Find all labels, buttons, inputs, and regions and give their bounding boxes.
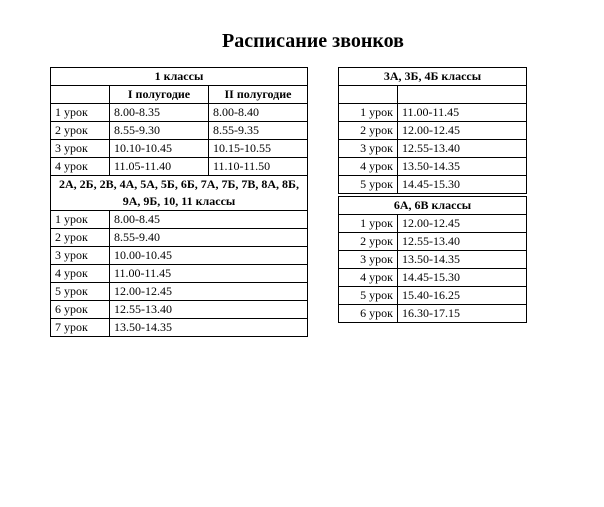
table-row: 1 урок 11.00-11.45 xyxy=(339,104,527,122)
lesson-cell: 3 урок xyxy=(51,140,110,158)
time-cell: 12.55-13.40 xyxy=(398,140,527,158)
table-row: 7 урок 13.50-14.35 xyxy=(51,319,308,337)
time-cell: 11.10-11.50 xyxy=(209,158,308,176)
table-row: 5 урок 12.00-12.45 xyxy=(51,283,308,301)
table-row: 4 урок 13.50-14.35 xyxy=(339,158,527,176)
lesson-cell: 4 урок xyxy=(51,265,110,283)
table-row: 5 урок 15.40-16.25 xyxy=(339,287,527,305)
left-table: 1 классы I полугодие II полугодие 1 урок… xyxy=(50,67,308,337)
time-cell: 14.45-15.30 xyxy=(398,176,527,194)
subheader-sem2: II полугодие xyxy=(209,86,308,104)
table-row: 1 урок 8.00-8.35 8.00-8.40 xyxy=(51,104,308,122)
time-cell: 11.00-11.45 xyxy=(398,104,527,122)
time-cell: 8.00-8.35 xyxy=(110,104,209,122)
lesson-cell: 6 урок xyxy=(339,305,398,323)
time-cell: 8.55-9.40 xyxy=(110,229,308,247)
time-cell: 12.00-12.45 xyxy=(110,283,308,301)
time-cell: 12.55-13.40 xyxy=(110,301,308,319)
lesson-cell: 2 урок xyxy=(51,229,110,247)
lesson-cell: 1 урок xyxy=(51,104,110,122)
time-cell: 13.50-14.35 xyxy=(398,251,527,269)
time-cell: 11.00-11.45 xyxy=(110,265,308,283)
lesson-cell: 4 урок xyxy=(339,269,398,287)
time-cell: 12.55-13.40 xyxy=(398,233,527,251)
time-cell: 10.00-10.45 xyxy=(110,247,308,265)
table-row: 1 урок 12.00-12.45 xyxy=(339,215,527,233)
table-row: 3 урок 13.50-14.35 xyxy=(339,251,527,269)
subheader-sem1: I полугодие xyxy=(110,86,209,104)
lesson-cell: 2 урок xyxy=(339,122,398,140)
left-header-1: 1 классы xyxy=(51,68,308,86)
right-table: 3А, 3Б, 4Б классы 1 урок 11.00-11.45 2 у… xyxy=(338,67,527,323)
table-row: 2 урок 12.55-13.40 xyxy=(339,233,527,251)
blank-cell xyxy=(398,86,527,104)
right-header-1: 3А, 3Б, 4Б классы xyxy=(339,68,527,86)
table-row: 2 урок 12.00-12.45 xyxy=(339,122,527,140)
table-row: 4 урок 11.05-11.40 11.10-11.50 xyxy=(51,158,308,176)
table-row: 4 урок 14.45-15.30 xyxy=(339,269,527,287)
blank-cell xyxy=(339,86,398,104)
table-row: 1 урок 8.00-8.45 xyxy=(51,211,308,229)
table-row: 3 урок 12.55-13.40 xyxy=(339,140,527,158)
lesson-cell: 4 урок xyxy=(51,158,110,176)
blank-cell xyxy=(51,86,110,104)
time-cell: 8.55-9.30 xyxy=(110,122,209,140)
time-cell: 10.10-10.45 xyxy=(110,140,209,158)
layout-columns: 1 классы I полугодие II полугодие 1 урок… xyxy=(50,67,576,337)
page-title: Расписание звонков xyxy=(50,30,576,53)
lesson-cell: 2 урок xyxy=(339,233,398,251)
left-header-2a: 2А, 2Б, 2В, 4А, 5А, 5Б, 6Б, 7А, 7Б, 7В, … xyxy=(51,176,308,194)
time-cell: 8.55-9.35 xyxy=(209,122,308,140)
lesson-cell: 4 урок xyxy=(339,158,398,176)
time-cell: 13.50-14.35 xyxy=(110,319,308,337)
table-row: 3 урок 10.00-10.45 xyxy=(51,247,308,265)
lesson-cell: 3 урок xyxy=(51,247,110,265)
lesson-cell: 3 урок xyxy=(339,140,398,158)
time-cell: 10.15-10.55 xyxy=(209,140,308,158)
table-row: 6 урок 16.30-17.15 xyxy=(339,305,527,323)
table-row: 5 урок 14.45-15.30 xyxy=(339,176,527,194)
right-column: 3А, 3Б, 4Б классы 1 урок 11.00-11.45 2 у… xyxy=(338,67,527,323)
lesson-cell: 6 урок xyxy=(51,301,110,319)
time-cell: 8.00-8.40 xyxy=(209,104,308,122)
left-header-2b: 9А, 9Б, 10, 11 классы xyxy=(51,193,308,211)
time-cell: 12.00-12.45 xyxy=(398,215,527,233)
table-row: 3 урок 10.10-10.45 10.15-10.55 xyxy=(51,140,308,158)
table-row: 6 урок 12.55-13.40 xyxy=(51,301,308,319)
lesson-cell: 5 урок xyxy=(339,176,398,194)
lesson-cell: 2 урок xyxy=(51,122,110,140)
lesson-cell: 5 урок xyxy=(51,283,110,301)
time-cell: 13.50-14.35 xyxy=(398,158,527,176)
time-cell: 12.00-12.45 xyxy=(398,122,527,140)
table-row: 4 урок 11.00-11.45 xyxy=(51,265,308,283)
right-header-2: 6А, 6В классы xyxy=(339,197,527,215)
lesson-cell: 7 урок xyxy=(51,319,110,337)
table-row: 2 урок 8.55-9.40 xyxy=(51,229,308,247)
lesson-cell: 1 урок xyxy=(339,215,398,233)
table-row: 2 урок 8.55-9.30 8.55-9.35 xyxy=(51,122,308,140)
lesson-cell: 1 урок xyxy=(339,104,398,122)
time-cell: 14.45-15.30 xyxy=(398,269,527,287)
lesson-cell: 5 урок xyxy=(339,287,398,305)
time-cell: 11.05-11.40 xyxy=(110,158,209,176)
lesson-cell: 1 урок xyxy=(51,211,110,229)
time-cell: 15.40-16.25 xyxy=(398,287,527,305)
left-column: 1 классы I полугодие II полугодие 1 урок… xyxy=(50,67,308,337)
time-cell: 16.30-17.15 xyxy=(398,305,527,323)
time-cell: 8.00-8.45 xyxy=(110,211,308,229)
lesson-cell: 3 урок xyxy=(339,251,398,269)
